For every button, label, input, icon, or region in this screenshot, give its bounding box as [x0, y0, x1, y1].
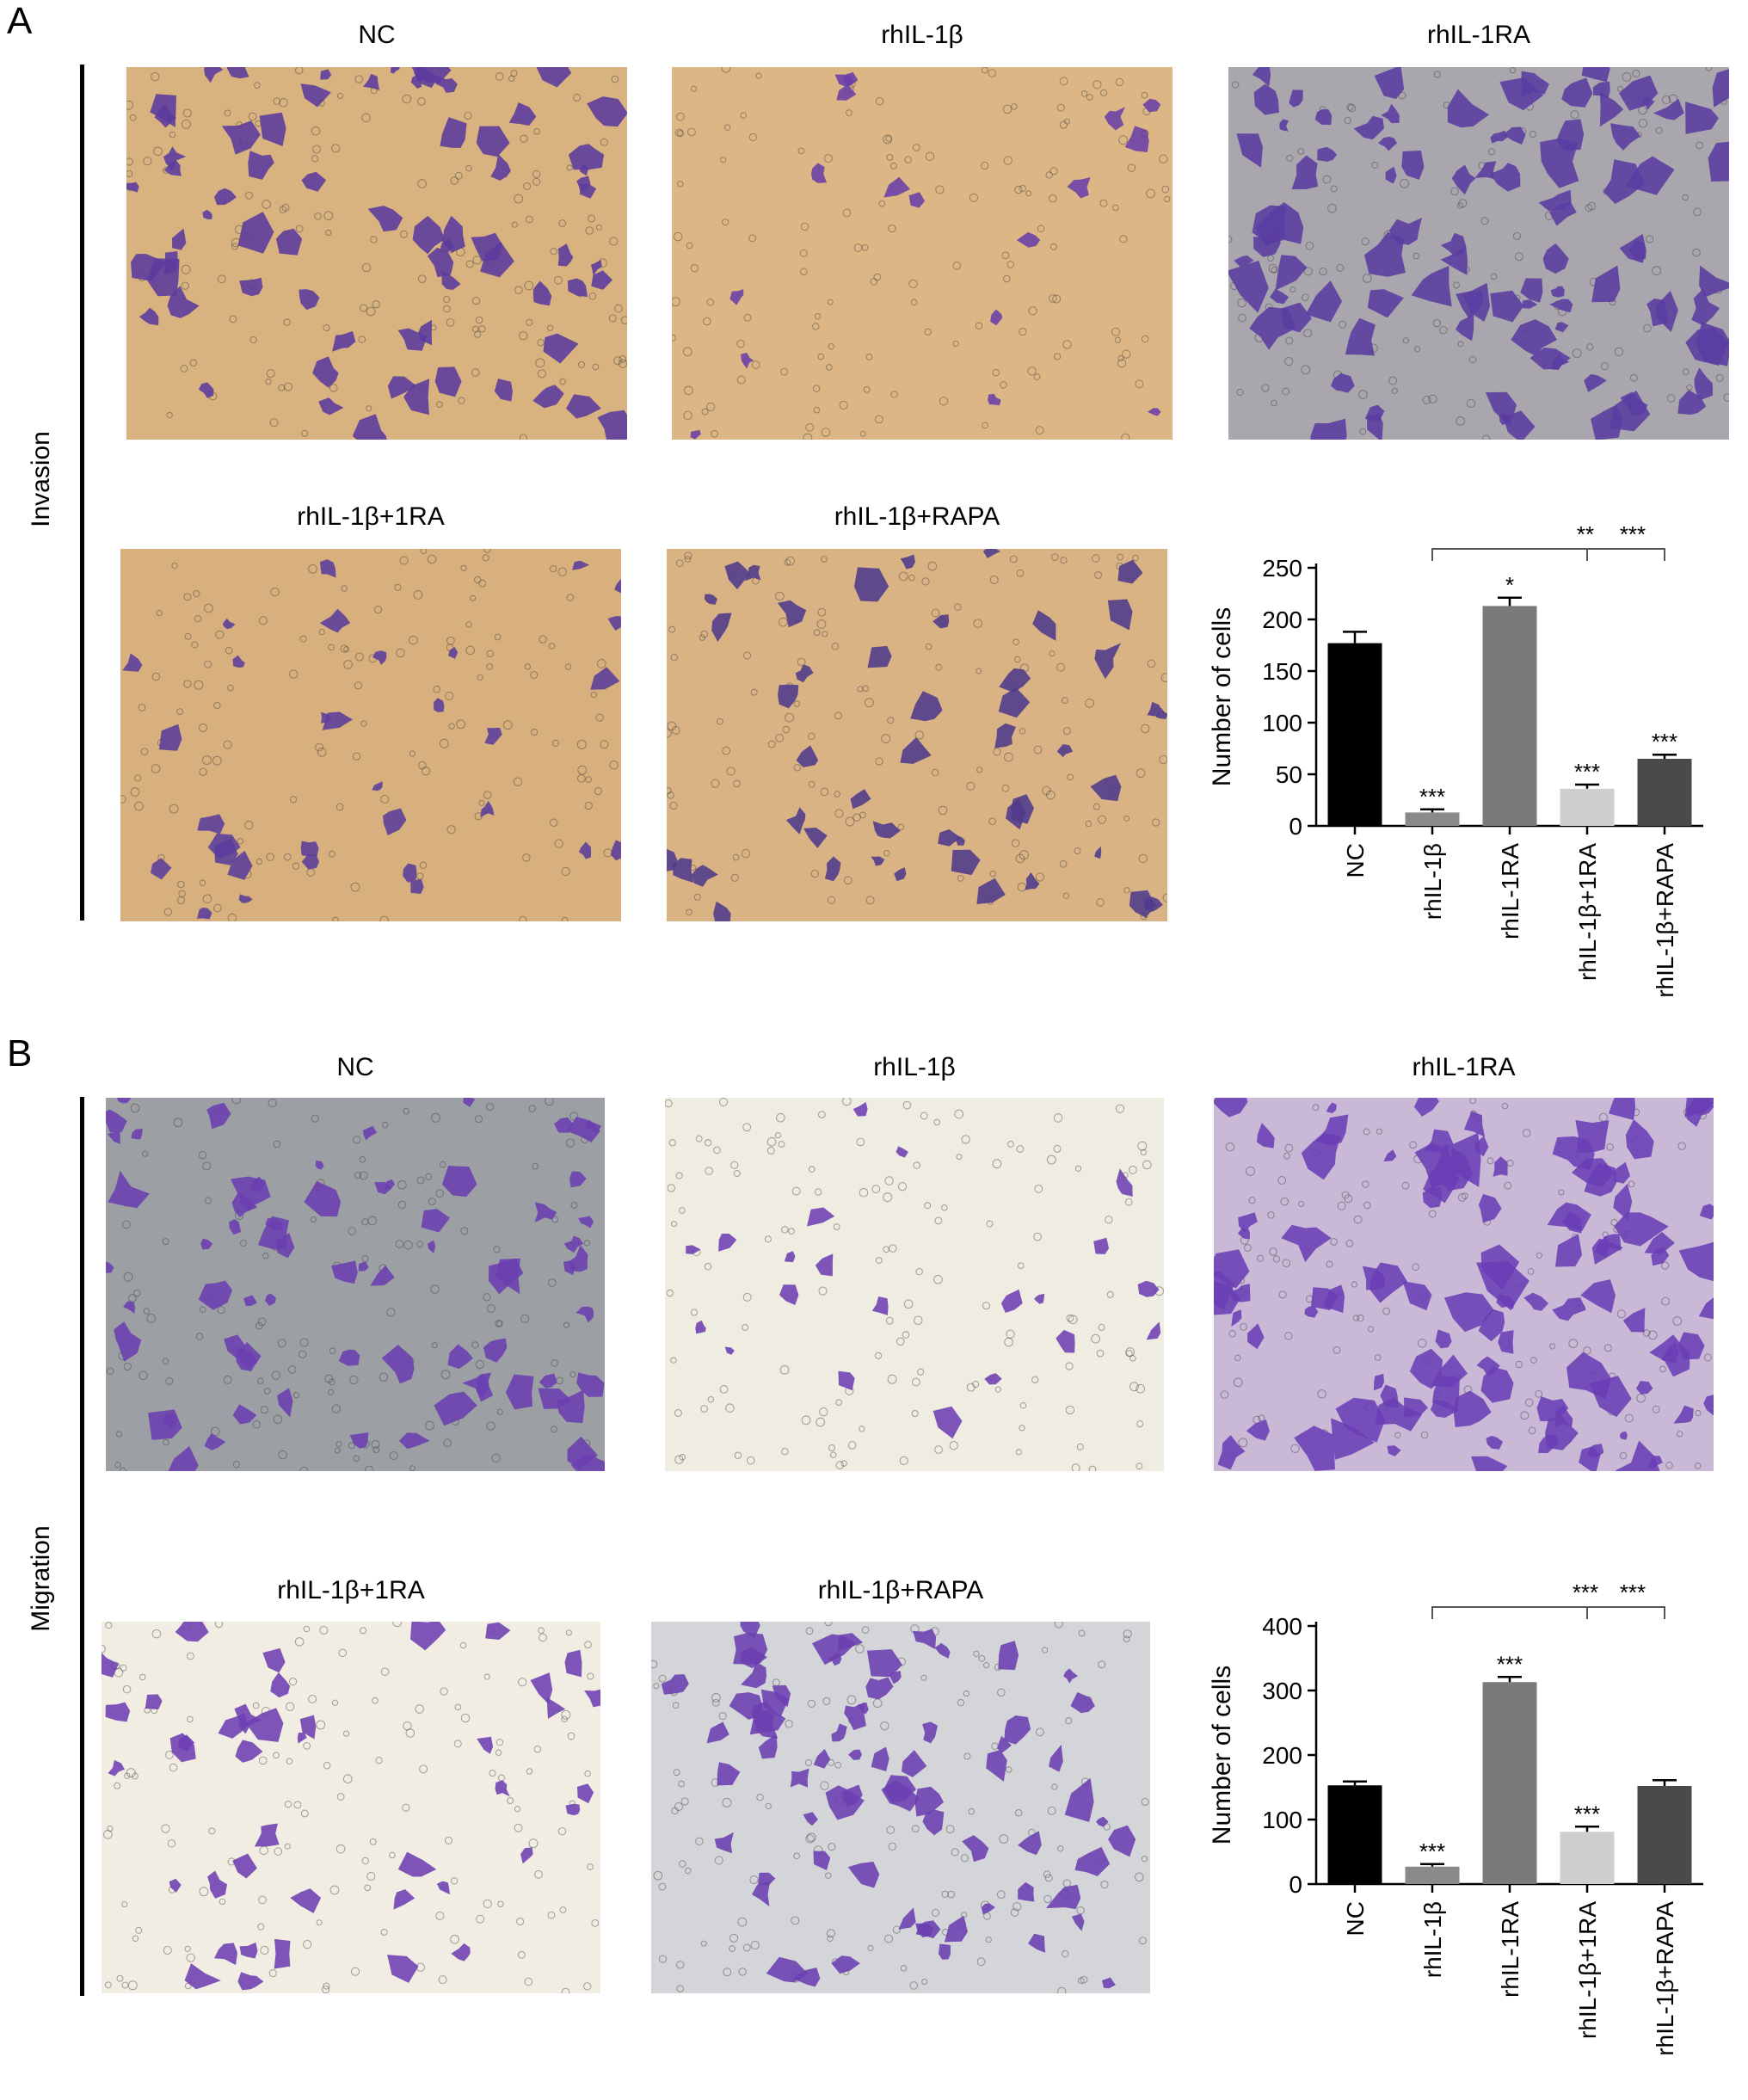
- x-tick-label: rhIL-1β+1RA: [1574, 1901, 1601, 2039]
- bar: [1637, 1786, 1692, 1884]
- x-tick-label: rhIL-1β+1RA: [1574, 843, 1601, 981]
- image-title-b-rhil1b-rapa: rhIL-1β+RAPA: [817, 1576, 984, 1604]
- image-title-b-rhil1b: rhIL-1β: [873, 1053, 956, 1081]
- x-tick-label: rhIL-1RA: [1497, 843, 1523, 939]
- bar: [1405, 812, 1460, 826]
- panel-a-side-bar: [80, 65, 84, 921]
- y-tick-label: 200: [1262, 607, 1302, 633]
- x-tick-label: rhIL-1β+RAPA: [1652, 843, 1678, 998]
- significance-label: ***: [1574, 1801, 1600, 1826]
- panel-a-side-label: Invasion: [27, 431, 55, 527]
- image-title-a-rhil1b-1ra: rhIL-1β+1RA: [297, 502, 445, 531]
- y-tick-label: 150: [1262, 658, 1302, 685]
- panel-letter-b: B: [7, 1032, 33, 1075]
- y-tick-label: 300: [1262, 1678, 1302, 1704]
- x-tick-label: rhIL-1β: [1419, 1901, 1446, 1978]
- x-tick-label: rhIL-1β+RAPA: [1652, 1901, 1678, 2056]
- y-tick-label: 50: [1276, 761, 1302, 788]
- panel-b-side-label: Migration: [27, 1525, 55, 1632]
- bar: [1637, 759, 1692, 826]
- comparison-bracket: [1431, 548, 1665, 561]
- y-tick-label: 400: [1262, 1613, 1302, 1640]
- bar: [1482, 606, 1537, 826]
- bar: [1560, 788, 1615, 826]
- bar: [1482, 1682, 1537, 1884]
- y-tick-label: 200: [1262, 1742, 1302, 1769]
- image-title-b-nc: NC: [336, 1053, 374, 1081]
- comparison-label: ***: [1620, 521, 1646, 547]
- panel-b-side-bar: [80, 1097, 84, 1996]
- comparison-label: ***: [1573, 1580, 1598, 1605]
- significance-label: ***: [1419, 784, 1445, 810]
- significance-label: ***: [1574, 759, 1600, 785]
- comparison-label: ***: [1620, 1580, 1646, 1605]
- x-tick-label: NC: [1342, 1901, 1369, 1936]
- bar: [1405, 1866, 1460, 1884]
- comparison-label: **: [1577, 521, 1594, 547]
- y-axis-label: Number of cells: [1208, 1666, 1236, 1844]
- micrograph-b-rhil1b-1ra: [102, 1622, 600, 1993]
- y-tick-label: 100: [1262, 1807, 1302, 1833]
- bar: [1560, 1832, 1615, 1884]
- micrograph-b-nc: [106, 1098, 605, 1471]
- image-title-a-rhil1b: rhIL-1β: [881, 21, 963, 49]
- micrograph-a-rhil1b-rapa: [667, 549, 1167, 921]
- x-tick-label: rhIL-1β: [1419, 843, 1446, 920]
- panel-letter-a: A: [7, 0, 33, 42]
- image-title-a-nc: NC: [358, 21, 396, 49]
- x-tick-label: NC: [1342, 843, 1369, 878]
- micrograph-b-rhil1b: [665, 1098, 1164, 1471]
- significance-label: ***: [1419, 1838, 1445, 1864]
- image-title-b-rhil1ra: rhIL-1RA: [1412, 1053, 1516, 1081]
- significance-label: ***: [1652, 729, 1677, 754]
- micrograph-a-rhil1b: [672, 67, 1173, 440]
- comparison-bracket: [1431, 1606, 1665, 1619]
- significance-label: *: [1505, 572, 1514, 598]
- bar: [1327, 643, 1382, 826]
- significance-label: ***: [1497, 1651, 1523, 1677]
- micrograph-a-rhil1b-1ra: [120, 549, 621, 921]
- bar-chart-migration: 0 100 200 300 400 Number of cells NC *** rhIL-1β…: [1187, 1574, 1738, 2091]
- y-tick-label: 250: [1262, 555, 1302, 582]
- bar: [1327, 1785, 1382, 1884]
- x-tick-label: rhIL-1RA: [1497, 1901, 1523, 1998]
- y-axis-label: Number of cells: [1208, 607, 1236, 786]
- image-title-a-rhil1b-rapa: rhIL-1β+RAPA: [834, 502, 1000, 531]
- micrograph-a-nc: [126, 67, 627, 440]
- bar-chart-invasion: 0 50 100 150 200 250 Number of cells NC *** rhIL-…: [1187, 516, 1738, 1032]
- image-title-b-rhil1b-1ra: rhIL-1β+1RA: [277, 1576, 425, 1604]
- y-tick-label: 100: [1262, 710, 1302, 736]
- y-tick-label: 0: [1289, 1871, 1302, 1898]
- micrograph-a-rhil1ra: [1228, 67, 1729, 440]
- micrograph-b-rhil1ra: [1214, 1098, 1714, 1471]
- y-tick-label: 0: [1289, 813, 1302, 840]
- micrograph-b-rhil1b-rapa: [651, 1622, 1150, 1993]
- image-title-a-rhil1ra: rhIL-1RA: [1426, 21, 1531, 49]
